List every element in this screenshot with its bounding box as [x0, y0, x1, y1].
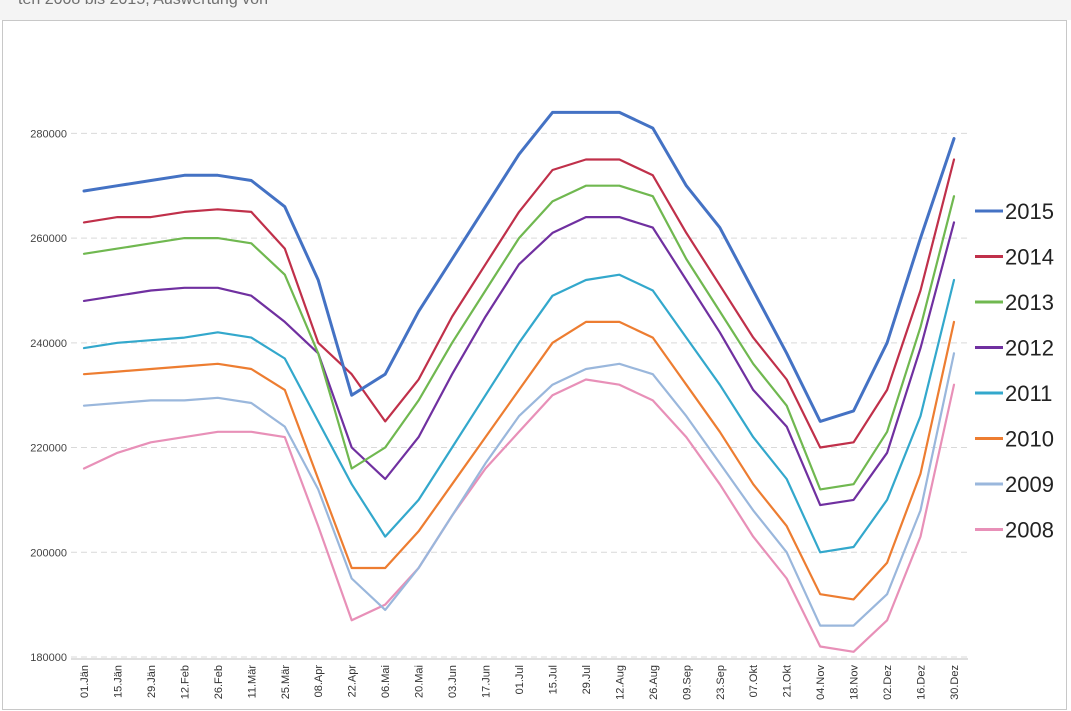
y-axis: 180000 200000 220000 240000 260000 280000 — [30, 128, 67, 664]
x-tick-label: 29.Jul — [581, 665, 593, 694]
legend-label-2010: 2010 — [1005, 427, 1054, 452]
y-tick-label: 280000 — [30, 128, 67, 140]
line-chart: 180000 200000 220000 240000 260000 280000 01.… — [30, 110, 1054, 700]
series-line-2012 — [82, 216, 956, 507]
legend: 2015 2014 2013 2012 2011 2010 2009 2008 — [975, 199, 1054, 543]
x-tick-label: 20.Mai — [414, 665, 426, 698]
series-line-2015 — [82, 110, 956, 423]
series-line-2008 — [82, 378, 956, 653]
x-tick-label: 04.Nov — [815, 665, 827, 700]
caption-text: ten 2008 bis 2015, Auswertung von — [18, 0, 1071, 9]
x-tick-label: 29.Jän — [146, 665, 158, 698]
series-line-2010 — [82, 320, 956, 601]
legend-label-2014: 2014 — [1005, 245, 1054, 270]
x-tick-label: 26.Aug — [648, 665, 660, 700]
legend-label-2008: 2008 — [1005, 518, 1054, 543]
x-tick-label: 21.Okt — [782, 665, 794, 697]
x-tick-label: 11.Mär — [246, 665, 258, 699]
y-tick-label: 260000 — [30, 233, 67, 245]
x-tick-label: 01.Jän — [79, 665, 91, 698]
series-line-2014 — [82, 158, 956, 449]
legend-label-2011: 2011 — [1005, 381, 1052, 406]
x-tick-label: 23.Sep — [715, 665, 727, 700]
x-tick-label: 07.Okt — [748, 665, 760, 697]
x-tick-label: 26.Feb — [213, 665, 225, 699]
x-tick-label: 12.Feb — [179, 665, 191, 699]
legend-label-2013: 2013 — [1005, 290, 1054, 315]
x-tick-label: 01.Jul — [514, 665, 526, 694]
series-line-2011 — [82, 273, 956, 554]
chart-frame: 180000 200000 220000 240000 260000 280000 01.… — [2, 20, 1067, 710]
x-tick-label: 09.Sep — [681, 665, 693, 700]
x-tick-label: 15.Jul — [547, 665, 559, 694]
x-tick-label: 25.Mär — [280, 665, 292, 700]
x-tick-label: 30.Dez — [949, 665, 961, 700]
series-lines — [82, 110, 956, 653]
x-axis: 01.Jän 15.Jän 29.Jän 12.Feb 26.Feb 11.Mär 25.M… — [71, 658, 968, 700]
legend-label-2009: 2009 — [1005, 472, 1054, 497]
cropped-caption: ten 2008 bis 2015, Auswertung von — [0, 0, 1071, 20]
x-tick-label: 15.Jän — [112, 665, 124, 698]
x-tick-label: 06.Mai — [380, 665, 392, 698]
y-tick-label: 200000 — [30, 547, 67, 559]
x-tick-label: 02.Dez — [882, 665, 894, 700]
y-tick-label: 240000 — [30, 338, 67, 350]
x-tick-label: 17.Jun — [481, 665, 493, 698]
x-tick-label: 12.Aug — [614, 665, 626, 700]
x-tick-label: 18.Nov — [849, 665, 861, 700]
legend-label-2015: 2015 — [1005, 199, 1054, 224]
x-tick-label: 03.Jun — [447, 665, 459, 698]
y-tick-label: 180000 — [30, 652, 67, 664]
series-line-2009 — [82, 352, 956, 627]
y-tick-label: 220000 — [30, 443, 67, 455]
x-tick-label: 16.Dez — [916, 665, 928, 700]
legend-label-2012: 2012 — [1005, 336, 1054, 361]
x-tick-label: 08.Apr — [313, 665, 325, 698]
x-tick-label: 22.Apr — [347, 665, 359, 698]
series-line-2013 — [82, 184, 956, 491]
